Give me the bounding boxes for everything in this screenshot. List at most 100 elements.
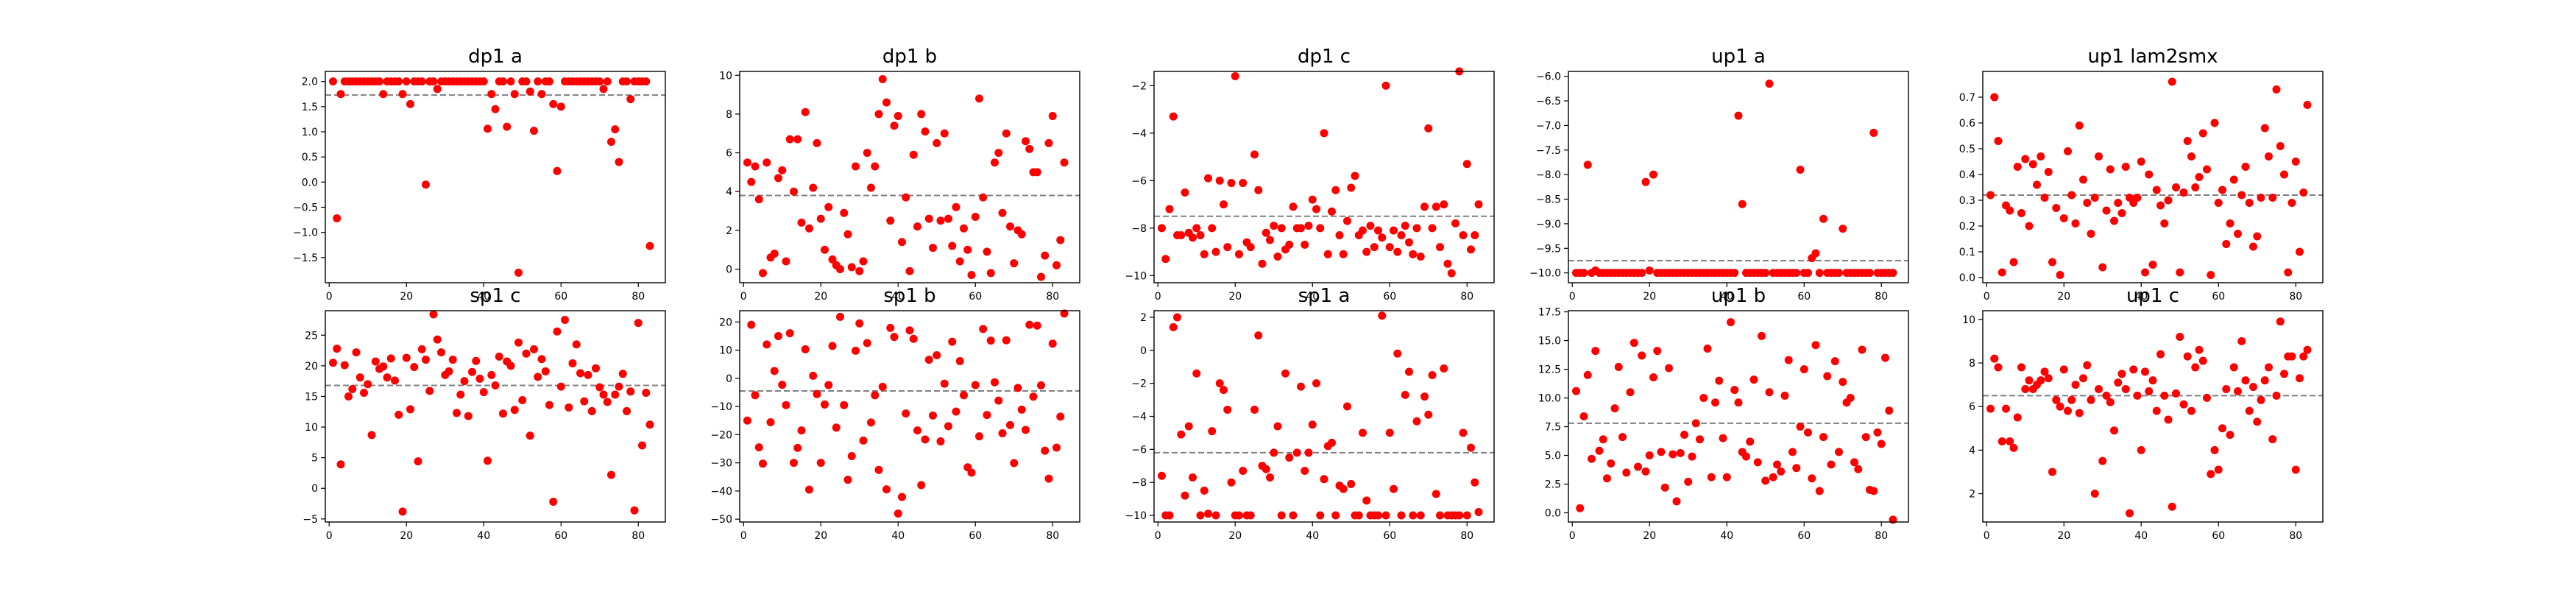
- x-tick-label: 0: [740, 530, 747, 542]
- data-point: [2249, 242, 2257, 251]
- data-point: [1196, 511, 1205, 520]
- data-point: [1177, 231, 1186, 240]
- data-point: [422, 180, 430, 189]
- data-point: [1378, 311, 1387, 320]
- data-point: [1730, 269, 1739, 278]
- panel-title: sp1 b: [883, 285, 935, 307]
- x-tick-label: 80: [1046, 530, 1059, 542]
- data-point: [1703, 344, 1712, 353]
- data-point: [1017, 405, 1026, 414]
- x-tick-label: 60: [2212, 291, 2225, 303]
- data-point: [607, 470, 615, 479]
- data-point: [333, 345, 342, 353]
- data-point: [2229, 175, 2238, 184]
- data-point: [813, 138, 821, 147]
- data-point: [1158, 224, 1166, 233]
- data-point: [1215, 379, 1224, 388]
- data-point: [611, 125, 620, 134]
- data-point: [1815, 269, 1824, 278]
- data-point: [1850, 458, 1858, 467]
- data-point: [909, 334, 918, 343]
- data-point: [530, 127, 538, 135]
- y-tick-label: −1.0: [293, 228, 318, 239]
- data-point: [1734, 111, 1743, 120]
- data-point: [2052, 204, 2061, 212]
- data-point: [940, 129, 949, 138]
- y-tick-label: −10: [1125, 510, 1147, 522]
- data-point: [898, 238, 906, 247]
- data-point: [1630, 339, 1638, 348]
- y-tick-label: 25: [305, 330, 318, 342]
- x-tick-label: 80: [1875, 530, 1888, 542]
- data-point: [2172, 389, 2180, 398]
- data-point: [1204, 509, 1212, 518]
- data-point: [391, 376, 399, 385]
- data-point: [1044, 474, 1053, 483]
- data-point: [759, 459, 767, 468]
- data-point: [499, 77, 507, 86]
- data-point: [1347, 183, 1356, 192]
- data-point: [371, 357, 380, 366]
- x-tick-label: 20: [814, 291, 827, 303]
- data-point: [921, 435, 930, 444]
- data-point: [1173, 313, 1181, 322]
- data-point: [2056, 402, 2064, 411]
- data-point: [2037, 152, 2045, 161]
- data-point: [1660, 483, 1669, 492]
- data-point: [1285, 240, 1294, 249]
- data-point: [836, 265, 844, 274]
- data-point: [1699, 394, 1708, 403]
- data-point: [1854, 465, 1863, 473]
- data-point: [1339, 484, 1348, 493]
- data-point: [518, 395, 527, 404]
- data-point: [878, 75, 887, 84]
- data-point: [2291, 465, 2300, 474]
- data-point: [1223, 243, 1232, 252]
- data-point: [852, 162, 860, 171]
- data-point: [491, 105, 500, 113]
- data-point: [986, 269, 995, 278]
- data-point: [2098, 456, 2107, 465]
- data-point: [1877, 440, 1886, 448]
- data-point: [874, 465, 883, 474]
- data-point: [1424, 124, 1433, 133]
- data-point: [623, 406, 631, 415]
- data-point: [1262, 465, 1270, 473]
- data-point: [537, 355, 546, 364]
- data-point: [2260, 124, 2269, 133]
- data-point: [2203, 393, 2211, 402]
- data-point: [821, 245, 829, 254]
- data-point: [1385, 428, 1394, 437]
- data-point: [1328, 207, 1336, 216]
- axes-frame: [325, 310, 666, 523]
- data-point: [1165, 511, 1174, 520]
- data-point: [1645, 451, 1654, 460]
- y-tick-label: 0: [726, 264, 732, 276]
- data-point: [905, 267, 914, 275]
- data-point: [1827, 460, 1836, 469]
- data-point: [1738, 200, 1747, 208]
- data-point: [1462, 511, 1471, 520]
- data-point: [1208, 224, 1217, 233]
- data-point: [1796, 165, 1805, 174]
- data-point: [2006, 206, 2014, 215]
- data-point: [630, 506, 639, 515]
- data-point: [785, 135, 794, 144]
- data-point: [2241, 163, 2250, 171]
- data-point: [2106, 398, 2115, 406]
- data-point: [545, 401, 553, 409]
- data-point: [1169, 112, 1178, 121]
- y-tick-label: 1.5: [302, 102, 318, 113]
- data-point: [2198, 129, 2207, 138]
- data-point: [1583, 370, 1592, 379]
- data-point: [2148, 376, 2157, 385]
- data-point: [1440, 200, 1448, 209]
- data-point: [1749, 375, 1758, 384]
- data-point: [514, 268, 523, 277]
- data-point: [1715, 376, 1724, 385]
- data-point: [1359, 226, 1367, 235]
- data-point: [2152, 406, 2161, 415]
- data-point: [1638, 351, 1646, 360]
- data-point: [1354, 511, 1363, 520]
- data-point: [1830, 357, 1839, 366]
